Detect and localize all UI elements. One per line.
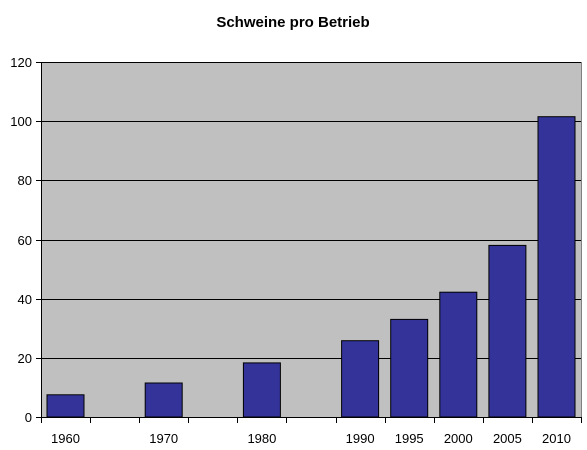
- bar: [488, 244, 527, 418]
- y-tick-label: 20: [18, 351, 32, 366]
- x-tick-label: 2000: [444, 431, 473, 446]
- y-tick-label: 0: [25, 410, 32, 425]
- y-tick-label: 40: [18, 292, 32, 307]
- bar: [537, 116, 576, 418]
- chart-title: Schweine pro Betrieb: [216, 14, 369, 31]
- bar: [439, 291, 478, 418]
- bar: [341, 340, 380, 418]
- bar: [390, 318, 429, 418]
- x-tick-label: 1980: [247, 431, 276, 446]
- x-tick-label: 1970: [149, 431, 178, 446]
- x-tick-label: 1960: [51, 431, 80, 446]
- y-tick-label: 80: [18, 173, 32, 188]
- y-tick-label: 120: [10, 55, 32, 70]
- plot-area: 0 20 40 60 80 100 120 1960 1970 1980 1990 1995 2000 2…: [10, 55, 582, 446]
- bar: [144, 382, 183, 418]
- x-tick-label: 2005: [493, 431, 522, 446]
- y-tick-label: 60: [18, 233, 32, 248]
- bar: [242, 362, 281, 418]
- x-tick-label: 1995: [395, 431, 424, 446]
- bar: [46, 394, 85, 418]
- x-tick-label: 2010: [542, 431, 571, 446]
- x-tick-label: 1990: [346, 431, 375, 446]
- y-tick-label: 100: [10, 114, 32, 129]
